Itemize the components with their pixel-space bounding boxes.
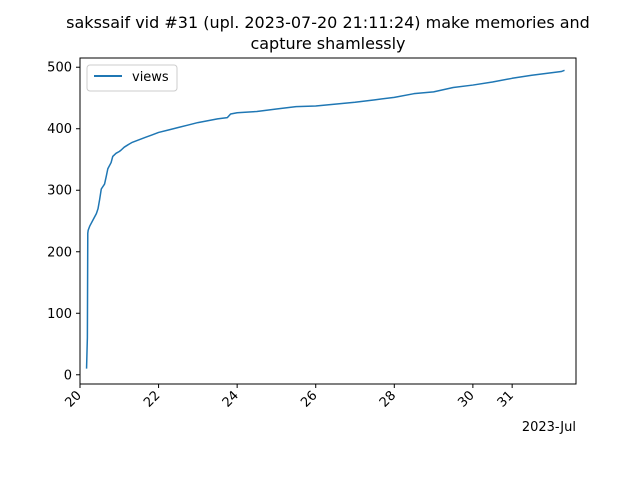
y-tick-label: 0 [64,368,72,383]
y-tick-label: 200 [47,245,72,260]
y-tick-label: 400 [47,122,72,137]
chart-title-line-1: sakssaif vid #31 (upl. 2023-07-20 21:11:… [66,13,590,32]
legend-label-views: views [132,70,169,85]
legend-box [86,64,178,92]
chart-title-line-2: capture shamlessly [250,34,405,53]
x-axis-offset-label: 2023-Jul [522,420,576,435]
plot-frame [79,57,577,385]
series-layer [85,69,565,369]
y-tick-label: 300 [47,184,72,199]
y-tick-label: 500 [47,61,72,76]
series-line-views [85,69,565,369]
plot-area [79,57,577,385]
legend: views [86,64,178,92]
y-tick-label: 100 [47,307,72,322]
y-axis: 0 100 200 300 400 500 [47,61,80,383]
